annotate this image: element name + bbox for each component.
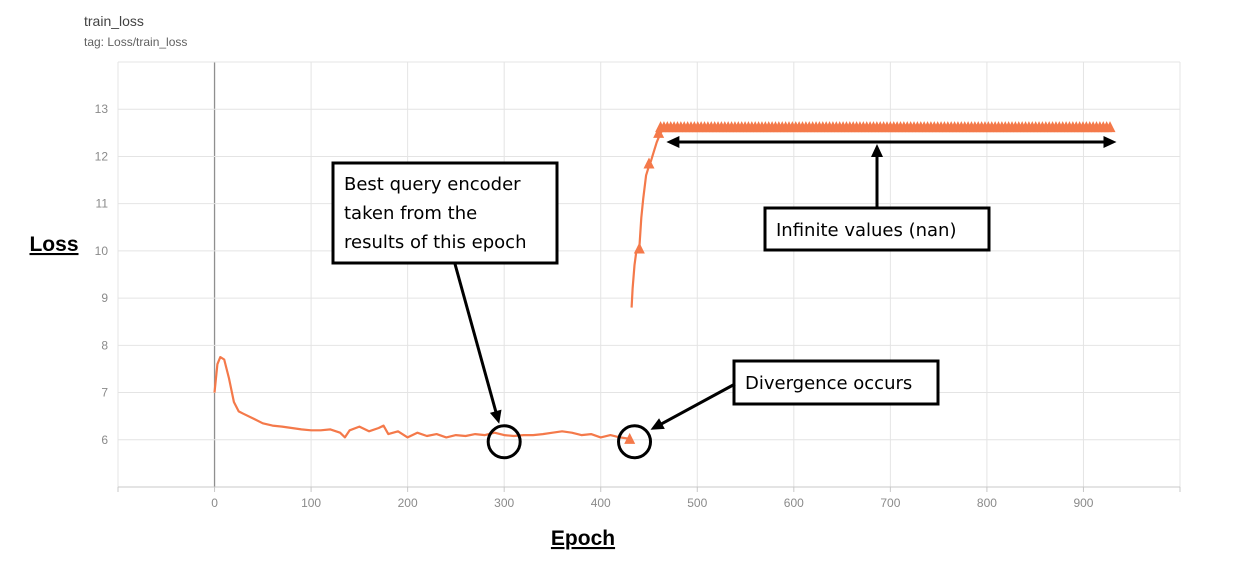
y-tick-label: 11 <box>96 197 109 211</box>
nan-range-arrow-right-head <box>1103 136 1117 148</box>
x-tick-label: 0 <box>211 496 218 510</box>
chart-title: train_loss <box>84 13 144 29</box>
y-tick-label: 9 <box>101 291 108 305</box>
divergence-text: Divergence occurs <box>745 373 912 394</box>
plot-layer <box>213 121 1116 444</box>
nan-text: Infinite values (nan) <box>776 220 956 241</box>
nan-marker <box>624 432 636 444</box>
x-tick-label: 800 <box>977 496 997 510</box>
y-tick-label: 7 <box>101 386 108 400</box>
nan-marker <box>1104 121 1116 133</box>
x-tick-label: 300 <box>494 496 514 510</box>
y-axis-label: Loss <box>29 233 78 256</box>
annotation-layer: Best query encoder taken from the results … <box>331 136 1117 460</box>
x-tick-label: 200 <box>398 496 418 510</box>
y-tick-label: 8 <box>101 338 108 352</box>
best-encoder-text: Best query encoder <box>344 174 521 195</box>
x-tick-label: 100 <box>301 496 321 510</box>
nan-pointer-arrow-head <box>871 144 883 157</box>
divergence-box <box>732 359 940 406</box>
best-encoder-text: results of this epoch <box>344 232 526 253</box>
x-tick-label: 400 <box>591 496 611 510</box>
divergence-arrow-head <box>650 418 665 430</box>
x-tick-label: 600 <box>784 496 804 510</box>
best-epoch-circle <box>486 424 522 460</box>
y-tick-label: 10 <box>95 244 109 258</box>
nan-marker <box>633 242 645 254</box>
best-encoder-box <box>331 161 559 265</box>
divergence-circle <box>617 424 653 460</box>
x-axis-label: Epoch <box>551 527 615 550</box>
nan-range-arrow-left-head <box>666 136 680 148</box>
nan-marker <box>643 157 655 169</box>
y-tick-label: 12 <box>95 149 109 163</box>
best-encoder-arrow <box>453 263 498 415</box>
chart-subtitle: tag: Loss/train_loss <box>84 35 188 49</box>
series-line-2 <box>630 127 666 308</box>
x-tick-label: 700 <box>880 496 900 510</box>
y-tick-label: 6 <box>101 433 108 447</box>
divergence-arrow <box>658 382 736 427</box>
x-tick-label: 500 <box>687 496 707 510</box>
y-tick-label: 13 <box>95 102 109 116</box>
best-encoder-arrow-head <box>489 409 502 424</box>
series-line-1 <box>213 356 630 440</box>
nan-marker <box>653 126 665 138</box>
nan-box <box>763 206 991 252</box>
grid-layer: 0 100 200 300 400 500 600 700 800 900 6 7 8 9 10 11 12 13 <box>95 61 1181 510</box>
best-encoder-text: taken from the <box>344 203 477 224</box>
x-tick-label: 900 <box>1073 496 1093 510</box>
